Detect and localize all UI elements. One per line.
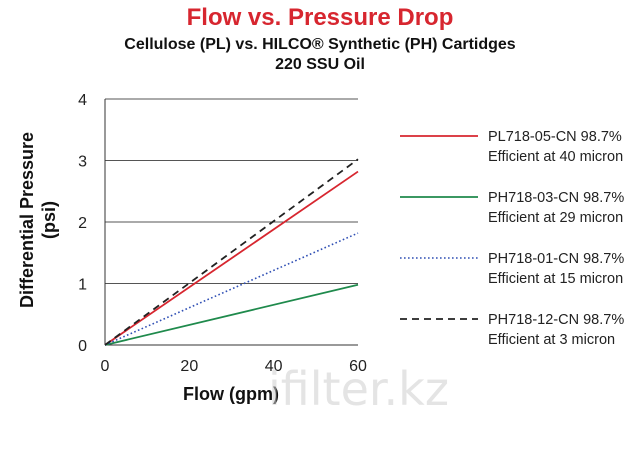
- y-tick-label: 3: [78, 154, 87, 171]
- series-line-1: [104, 170, 359, 346]
- legend-label-4: PH718-12-CN 98.7%: [488, 312, 624, 328]
- legend-label-1: PL718-05-CN 98.7%: [488, 129, 622, 145]
- watermark-text: ifilter.kz: [268, 362, 449, 416]
- x-tick-labels: 0 20 40 60: [101, 358, 367, 375]
- x-tick-label: 20: [180, 358, 198, 375]
- series-line-3: [104, 232, 359, 346]
- y-axis-title-line-1: Differential Pressure: [17, 132, 37, 308]
- series-lines: [104, 158, 359, 346]
- legend-label-3: PH718-01-CN 98.7%: [488, 251, 624, 267]
- legend-detail-1: Efficient at 40 micron: [488, 149, 623, 165]
- gridlines: [105, 98, 358, 284]
- y-tick-label: 1: [78, 277, 87, 294]
- y-tick-label: 4: [78, 92, 87, 109]
- chart-subtitle-line-1: Cellulose (PL) vs. HILCO® Synthetic (PH)…: [124, 36, 516, 53]
- series-line-4: [104, 158, 359, 346]
- legend-detail-4: Efficient at 3 micron: [488, 332, 615, 348]
- legend: PL718-05-CN 98.7% Efficient at 40 micron P…: [400, 129, 624, 348]
- chart-subtitle-line-2: 220 SSU Oil: [275, 56, 365, 73]
- x-axis-title: Flow (gpm): [183, 384, 279, 404]
- legend-detail-2: Efficient at 29 micron: [488, 210, 623, 226]
- y-tick-labels: 0 1 2 3 4: [78, 92, 87, 355]
- legend-label-2: PH718-03-CN 98.7%: [488, 190, 624, 206]
- x-tick-label: 0: [101, 358, 110, 375]
- x-tick-label: 40: [265, 358, 283, 375]
- series-line-2: [104, 283, 359, 346]
- legend-detail-3: Efficient at 15 micron: [488, 271, 623, 287]
- y-tick-label: 2: [78, 215, 87, 232]
- y-axis-title: Differential Pressure (psi): [17, 132, 59, 308]
- y-axis-title-line-2: (psi): [39, 201, 59, 239]
- x-tick-label: 60: [349, 358, 367, 375]
- chart-title: Flow vs. Pressure Drop: [186, 4, 454, 31]
- y-tick-label: 0: [78, 338, 87, 355]
